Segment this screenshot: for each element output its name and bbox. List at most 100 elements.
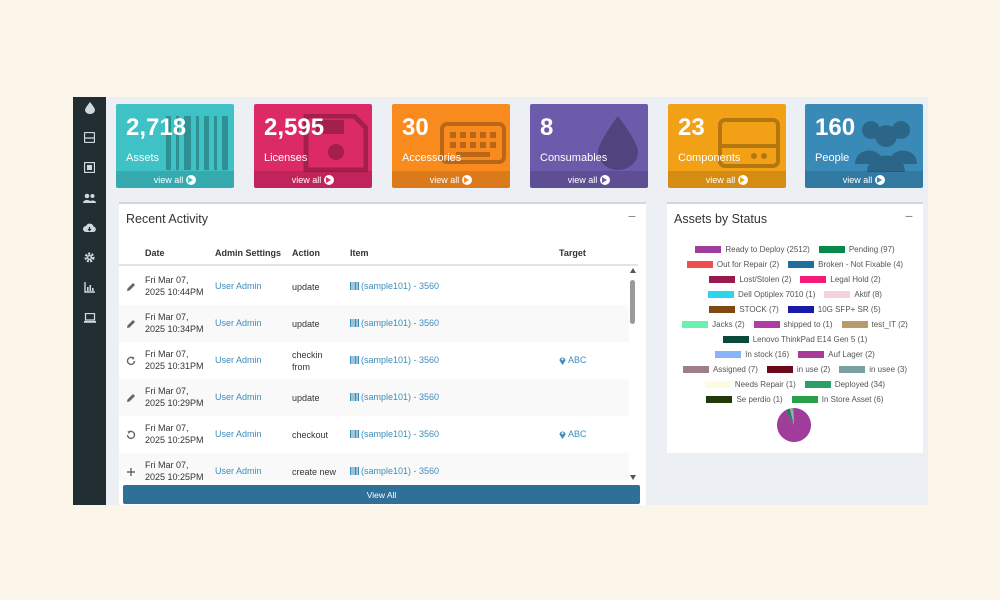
legend-item[interactable]: Ready to Deploy (2512) — [695, 245, 810, 254]
row-admin-link[interactable]: User Admin — [215, 466, 262, 476]
consumables-stat-box[interactable]: 8 Consumables view all — [530, 104, 648, 188]
users-icon[interactable] — [81, 189, 98, 206]
assets-stat-box[interactable]: 2,718 Assets view all — [116, 104, 234, 188]
accessories-stat-box[interactable]: 30 Accessories view all — [392, 104, 510, 188]
legend-item[interactable]: Lenovo ThinkPad E14 Gen 5 (1) — [722, 335, 867, 344]
row-item-link[interactable]: (sample101) - 3560 — [350, 466, 439, 476]
row-item-link[interactable]: (sample101) - 3560 — [350, 429, 439, 439]
pie-slice-16[interactable] — [791, 408, 794, 425]
hdd-icon[interactable] — [81, 129, 98, 146]
legend-item[interactable]: Needs Repair (1) — [704, 380, 796, 389]
minimize-button[interactable]: − — [627, 208, 636, 224]
column-item[interactable]: Item — [350, 248, 369, 258]
legend-item[interactable]: Out for Repair (2) — [686, 260, 779, 269]
column-admin[interactable]: Admin Settings — [215, 248, 282, 258]
pie-slice-4[interactable] — [789, 408, 794, 425]
legend-label: Legal Hold (2) — [830, 275, 881, 284]
gear-icon[interactable] — [81, 249, 98, 266]
scroll-thumb[interactable] — [630, 280, 635, 324]
sidebar — [73, 97, 106, 505]
legend-item[interactable]: Aktif (8) — [824, 290, 882, 299]
legend-label: Dell Optiplex 7010 (1) — [738, 290, 816, 299]
row-item-link[interactable]: (sample101) - 3560 — [350, 281, 439, 291]
row-item-link[interactable]: (sample101) - 3560 — [350, 318, 439, 328]
components-view-all-link[interactable]: view all — [668, 171, 786, 188]
pie-slice-2[interactable] — [789, 408, 794, 425]
row-admin-link[interactable]: User Admin — [215, 318, 262, 328]
legend-label: test_IT (2) — [871, 320, 908, 329]
licenses-stat-box[interactable]: 2,595 Licenses view all — [254, 104, 372, 188]
droplet-icon[interactable] — [81, 99, 98, 116]
consumables-view-all-link[interactable]: view all — [530, 171, 648, 188]
arrow-circle-right-icon — [186, 174, 197, 185]
licenses-view-all-link[interactable]: view all — [254, 171, 372, 188]
legend-item[interactable]: STOCK (7) — [709, 305, 779, 314]
pie-slice-13[interactable] — [791, 408, 794, 425]
pie-slice-5[interactable] — [790, 408, 794, 425]
row-admin-link[interactable]: User Admin — [215, 281, 262, 291]
chart-icon[interactable] — [81, 279, 98, 296]
table-row: Fri Mar 07, 2025 10:25PM User Admin creat… — [119, 453, 629, 480]
legend-item[interactable]: Dell Optiplex 7010 (1) — [708, 290, 815, 299]
legend-item[interactable]: Legal Hold (2) — [800, 275, 881, 284]
people-stat-box[interactable]: 160 People view all — [805, 104, 923, 188]
scroll-up-icon[interactable] — [630, 268, 636, 273]
pie-slice-19[interactable] — [792, 408, 794, 425]
pie-slice-20[interactable] — [792, 408, 794, 425]
legend-item[interactable]: 10G SFP+ SR (5) — [787, 305, 881, 314]
laptop-icon[interactable] — [81, 309, 98, 326]
row-admin-link[interactable]: User Admin — [215, 392, 262, 402]
scroll-down-icon[interactable] — [630, 475, 636, 480]
pie-slice-12[interactable] — [791, 408, 794, 425]
legend-item[interactable]: Pending (97) — [818, 245, 895, 254]
pie-slice-7[interactable] — [790, 408, 794, 425]
row-item-link[interactable]: (sample101) - 3560 — [350, 392, 439, 402]
server-icon[interactable] — [81, 159, 98, 176]
row-target-link[interactable]: ABC — [559, 429, 587, 439]
row-admin-link[interactable]: User Admin — [215, 429, 262, 439]
assets-view-all-link[interactable]: view all — [116, 171, 234, 188]
legend-swatch — [695, 246, 722, 253]
minimize-button[interactable]: − — [904, 208, 913, 224]
accessories-view-all-link[interactable]: view all — [392, 171, 510, 188]
row-target-link[interactable]: ABC — [559, 355, 587, 365]
legend-item[interactable]: Auf Lager (2) — [798, 350, 875, 359]
pie-slice-14[interactable] — [791, 408, 794, 425]
legend-item[interactable]: Deployed (34) — [804, 380, 885, 389]
pie-slice-17[interactable] — [792, 408, 794, 425]
pie-slice-10[interactable] — [790, 408, 794, 425]
legend-item[interactable]: in use (2) — [766, 365, 830, 374]
legend-item[interactable]: Jacks (2) — [682, 320, 745, 329]
people-view-all-link[interactable]: view all — [805, 171, 923, 188]
row-admin-link[interactable]: User Admin — [215, 355, 262, 365]
pie-slice-11[interactable] — [791, 408, 794, 425]
pie-slice-15[interactable] — [791, 408, 794, 425]
pie-slice-1[interactable] — [786, 408, 794, 425]
pie-slice-9[interactable] — [790, 408, 794, 425]
legend-item[interactable]: Assigned (7) — [682, 365, 758, 374]
legend-item[interactable]: in usee (3) — [839, 365, 907, 374]
row-item-link[interactable]: (sample101) - 3560 — [350, 355, 439, 365]
legend-item[interactable]: Se perdio (1) — [706, 395, 783, 404]
pie-slice-6[interactable] — [790, 408, 794, 425]
legend-row: Assigned (7) in use (2) in usee (3) — [667, 362, 923, 377]
legend-item[interactable]: In Store Asset (6) — [791, 395, 884, 404]
legend-item[interactable]: test_IT (2) — [841, 320, 908, 329]
pie-slice-3[interactable] — [789, 408, 794, 425]
legend-item[interactable]: In stock (16) — [715, 350, 789, 359]
pie-slice-18[interactable] — [792, 408, 794, 425]
view-all-button[interactable]: View All — [123, 485, 640, 504]
activity-scrollbar[interactable] — [629, 268, 638, 480]
components-stat-box[interactable]: 23 Components view all — [668, 104, 786, 188]
droplet-icon — [598, 116, 638, 170]
column-date[interactable]: Date — [145, 248, 165, 258]
view-all-label: view all — [567, 174, 598, 185]
column-action[interactable]: Action — [292, 248, 320, 258]
pie-slice-8[interactable] — [790, 408, 794, 425]
legend-item[interactable]: Broken - Not Fixable (4) — [788, 260, 903, 269]
cloud-download-icon[interactable] — [81, 219, 98, 236]
legend-item[interactable]: shipped to (1) — [753, 320, 833, 329]
legend-item[interactable]: Lost/Stolen (2) — [709, 275, 791, 284]
column-target[interactable]: Target — [559, 248, 586, 258]
pencil-icon — [125, 392, 136, 403]
